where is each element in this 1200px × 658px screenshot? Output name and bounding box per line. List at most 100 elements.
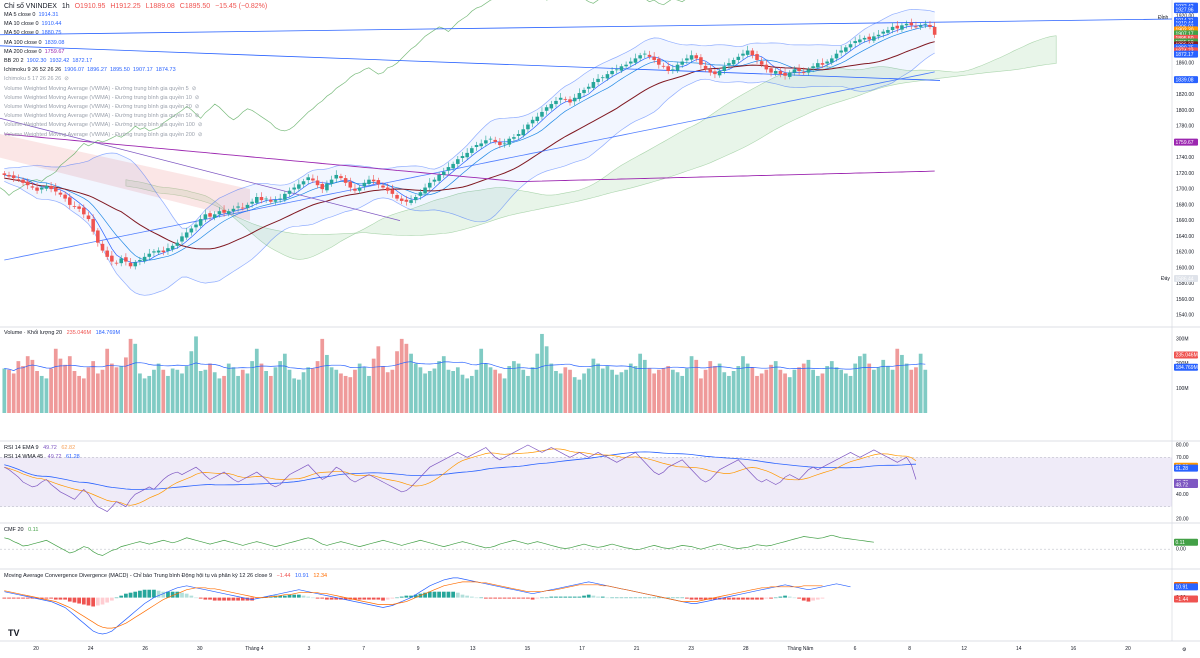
macd-histogram-bar (128, 592, 133, 598)
candle-body (325, 183, 329, 191)
volume-legend[interactable]: Volume · Khối lượng 20 235.046M 184.769M (4, 329, 123, 338)
cmf-legend[interactable]: CMF 20 0.11 (4, 526, 41, 535)
macd-histogram-bar (652, 597, 657, 599)
candle (806, 67, 811, 76)
candle-body (848, 44, 853, 48)
indicator-legend-row[interactable]: MA 10 close 0 1910.44 (4, 20, 64, 29)
indicator-legend-row[interactable]: Volume Weighted Moving Average (VWMA) - … (4, 131, 205, 140)
tradingview-logo[interactable]: TV (8, 628, 20, 638)
candle-body (558, 97, 563, 100)
candle (395, 192, 399, 201)
time-tick-label: 20 (1125, 646, 1131, 652)
indicator-legend-row[interactable]: Volume Weighted Moving Average (VWMA) - … (4, 103, 202, 112)
rsi-legend-2[interactable]: RSI 14 WMA 45 49.72 61.28 (4, 453, 83, 462)
volume-bar (843, 373, 848, 413)
hidden-eye-icon[interactable]: ⊘ (194, 113, 200, 120)
macd-histogram-bar (727, 597, 731, 600)
time-tick-label: 17 (579, 646, 585, 652)
macd-histogram-bar (741, 597, 745, 600)
candle-body (549, 104, 554, 109)
candle (39, 185, 44, 194)
volume-bar (558, 373, 563, 413)
indicator-legend-row[interactable]: Ichimoku 5 17 26 26 26 ⊘ (4, 75, 72, 84)
hidden-eye-icon[interactable]: ⊘ (194, 94, 200, 101)
candle (194, 221, 198, 232)
volume-bar (918, 353, 923, 413)
macd-legend[interactable]: Moving Average Convergence Divergence (M… (4, 572, 330, 581)
volume-bar (708, 361, 713, 413)
volume-bar (381, 366, 385, 413)
candle (834, 49, 839, 62)
candle-body (741, 53, 745, 56)
indicator-legend-row[interactable]: MA 200 close 0 1759.67 (4, 48, 68, 57)
candle (413, 194, 418, 204)
indicator-legend-row[interactable]: Volume Weighted Moving Average (VWMA) - … (4, 85, 199, 94)
volume-bar (432, 368, 437, 413)
volume-bar (923, 369, 928, 413)
macd-histogram-bar (736, 597, 741, 600)
price-tick-label: 1800.00 (1176, 108, 1194, 114)
volume-bar (409, 353, 413, 413)
macd-histogram-bar (100, 597, 105, 605)
candle-body (890, 26, 895, 31)
hidden-eye-icon[interactable]: ⊘ (194, 104, 200, 110)
macd-histogram-bar (245, 597, 250, 601)
candle (325, 180, 329, 193)
macd-histogram-bar (30, 597, 35, 599)
macd-histogram-bar (745, 597, 750, 600)
indicator-legend-label: Ichimoku 5 17 26 26 26 (4, 76, 62, 83)
candle (11, 171, 16, 183)
candle-body (236, 206, 240, 208)
candle (484, 135, 488, 147)
candle-body (932, 26, 937, 35)
candle (119, 255, 123, 267)
interval-label[interactable]: 1h (61, 3, 70, 10)
hidden-eye-icon[interactable]: ⊘ (197, 122, 203, 129)
candle-body (39, 187, 44, 190)
macd-signal-line (4, 581, 823, 629)
indicator-legend-row[interactable]: Ichimoku 9 26 52 26 26 1906.07 1896.27 1895… (4, 66, 179, 75)
indicator-legend-label: Volume Weighted Moving Average (VWMA) - … (4, 85, 189, 92)
ichimoku-lagging-span (0, 0, 686, 196)
time-tick-label: Tháng Năm (787, 646, 813, 652)
indicator-legend-row[interactable]: MA 5 close 0 1914.31 (4, 11, 61, 20)
volume-bar (334, 369, 339, 413)
volume-bar (540, 333, 544, 413)
macd-histogram-bar (184, 593, 189, 598)
candle (750, 48, 755, 59)
indicator-legend-row[interactable]: MA 50 close 0 1880.75 (4, 29, 64, 38)
indicator-legend-row[interactable]: BB 20 2 1902.30 1932.42 1872.17 (4, 57, 95, 66)
macd-histogram-bar (63, 597, 67, 600)
candle-body (311, 178, 315, 181)
hidden-eye-icon[interactable]: ⊘ (64, 76, 69, 83)
hidden-eye-icon[interactable]: ⊘ (191, 85, 197, 92)
volume-bar (647, 368, 652, 413)
indicator-legend-row[interactable]: Volume Weighted Moving Average (VWMA) - … (4, 121, 205, 130)
indicator-legend-row[interactable]: Volume Weighted Moving Average (VWMA) - … (4, 94, 202, 103)
rsi-legend-1[interactable]: RSI 14 EMA 9 49.72 62.82 (4, 444, 78, 453)
candle-body (647, 54, 652, 57)
macd-histogram-bar (666, 597, 671, 599)
volume-bar (862, 353, 867, 413)
candle (675, 62, 680, 73)
indicator-legend-row[interactable]: Volume Weighted Moving Average (VWMA) - … (4, 112, 202, 121)
candle (890, 22, 895, 34)
indicator-legend-row[interactable]: MA 100 close 0 1839.08 (4, 39, 68, 48)
candle (479, 139, 483, 149)
candle-body (161, 250, 166, 253)
candle-body (797, 68, 801, 71)
price-tick-label: 1540.00 (1176, 313, 1194, 319)
volume-bar (329, 367, 334, 413)
candle (404, 195, 409, 206)
cmf-legend-title: CMF 20 (4, 527, 24, 533)
candle-body (301, 181, 306, 185)
macd-histogram-bar (801, 597, 806, 601)
volume-bar (395, 351, 399, 413)
volume-bar (320, 338, 325, 413)
settings-icon[interactable]: ⚙ (1182, 647, 1187, 653)
hidden-eye-icon[interactable]: ⊘ (197, 131, 203, 138)
candle (16, 174, 21, 183)
volume-bar (423, 373, 427, 413)
candle-body (198, 219, 203, 226)
